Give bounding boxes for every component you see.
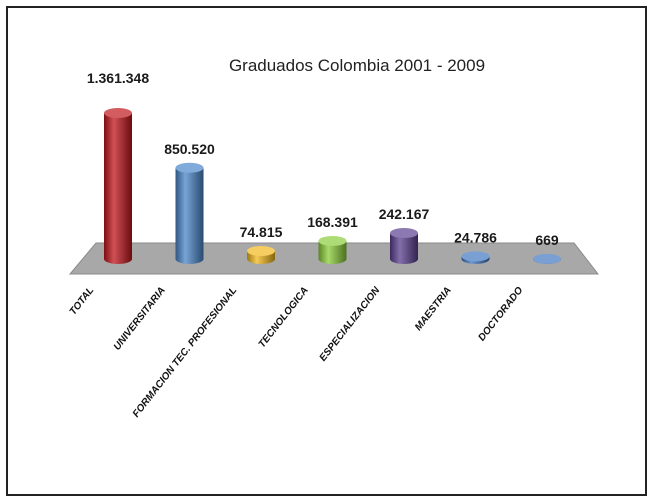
bars-layer xyxy=(104,108,561,264)
value-label: 242.167 xyxy=(379,206,430,222)
bar-doctorado xyxy=(533,253,561,264)
value-label: 168.391 xyxy=(307,214,358,230)
value-label: 1.361.348 xyxy=(87,70,149,86)
value-label: 850.520 xyxy=(164,141,215,157)
bar-total xyxy=(104,108,132,264)
bar-maestria xyxy=(461,251,490,264)
value-label: 24.786 xyxy=(454,229,497,245)
bar-body xyxy=(104,113,132,264)
bar-body xyxy=(390,233,418,264)
bar-body xyxy=(175,167,204,264)
category-label: TOTAL xyxy=(68,285,97,317)
bar-especializacion xyxy=(390,228,418,264)
category-label: ESPECIALIZACION xyxy=(318,284,383,363)
value-label: 669 xyxy=(535,232,559,248)
bar-top xyxy=(175,162,204,173)
bar-formacion-tec-profesional xyxy=(247,245,275,264)
category-label: DOCTORADO xyxy=(476,285,525,343)
value-labels-layer: 1.361.348 850.520 74.815 168.391 242.167 24.7… xyxy=(87,70,559,248)
bar-top xyxy=(247,245,275,256)
category-label: TECNOLOGICA xyxy=(257,285,311,350)
bar-top xyxy=(390,228,418,239)
bar-top xyxy=(318,235,347,246)
category-label: MAESTRIA xyxy=(413,285,454,333)
bar-top xyxy=(104,108,132,118)
value-label: 74.815 xyxy=(240,224,283,240)
bar-tecnologica xyxy=(318,235,347,264)
bar-top xyxy=(461,251,490,262)
bar-top xyxy=(533,253,561,264)
bar-universitaria xyxy=(175,162,204,264)
chart-title: Graduados Colombia 2001 - 2009 xyxy=(229,56,485,75)
category-label: UNIVERSITARIA xyxy=(112,285,168,352)
bar-body xyxy=(318,240,347,264)
